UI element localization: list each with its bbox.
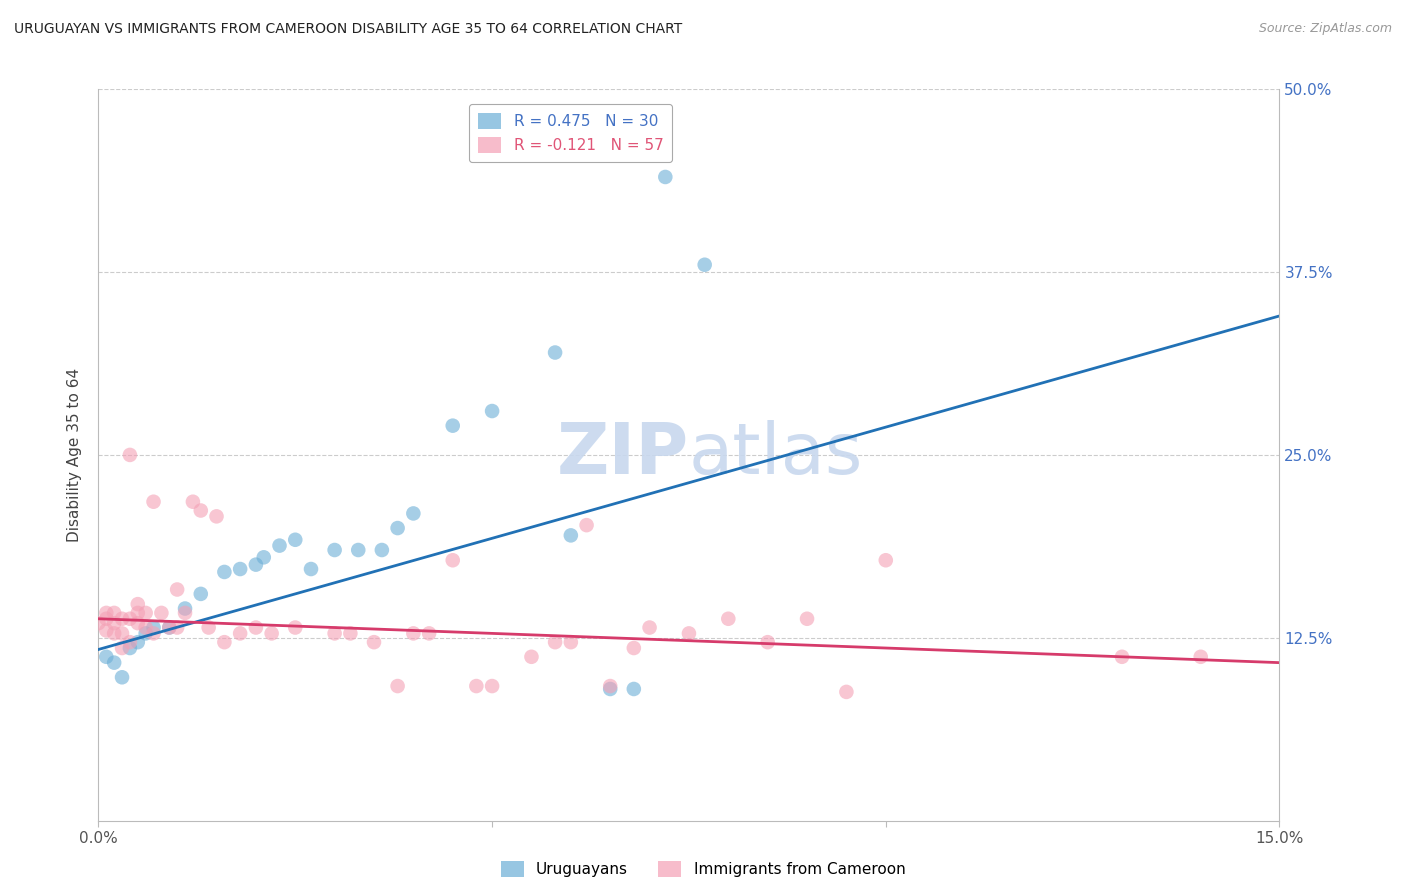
Point	[127, 635, 149, 649]
Point	[560, 635, 582, 649]
Point	[260, 626, 283, 640]
Text: URUGUAYAN VS IMMIGRANTS FROM CAMEROON DISABILITY AGE 35 TO 64 CORRELATION CHART: URUGUAYAN VS IMMIGRANTS FROM CAMEROON DI…	[14, 22, 682, 37]
Text: atlas: atlas	[689, 420, 863, 490]
Point	[150, 606, 173, 620]
Point	[229, 626, 252, 640]
Point	[363, 635, 385, 649]
Point	[371, 543, 394, 558]
Point	[441, 418, 464, 433]
Point	[638, 621, 661, 635]
Point	[118, 635, 141, 649]
Point	[127, 606, 149, 620]
Point	[103, 606, 125, 620]
Point	[481, 404, 503, 418]
Point	[560, 528, 582, 542]
Legend: Uruguayans, Immigrants from Cameroon: Uruguayans, Immigrants from Cameroon	[495, 855, 911, 883]
Legend: R = 0.475   N = 30, R = -0.121   N = 57: R = 0.475 N = 30, R = -0.121 N = 57	[470, 104, 672, 162]
Point	[229, 562, 252, 576]
Point	[481, 679, 503, 693]
Point	[135, 606, 157, 620]
Point	[465, 679, 488, 693]
Point	[323, 543, 346, 558]
Text: Source: ZipAtlas.com: Source: ZipAtlas.com	[1258, 22, 1392, 36]
Point	[253, 550, 276, 565]
Point	[96, 624, 118, 638]
Point	[96, 606, 118, 620]
Point	[214, 565, 236, 579]
Point	[174, 606, 197, 620]
Point	[756, 635, 779, 649]
Point	[717, 612, 740, 626]
Point	[678, 626, 700, 640]
Point	[135, 626, 157, 640]
Point	[693, 258, 716, 272]
Point	[111, 626, 134, 640]
Point	[96, 612, 118, 626]
Point	[111, 612, 134, 626]
Point	[245, 558, 267, 572]
Point	[174, 601, 197, 615]
Point	[387, 679, 409, 693]
Point	[111, 640, 134, 655]
Point	[157, 621, 180, 635]
Point	[402, 507, 425, 521]
Point	[190, 587, 212, 601]
Point	[118, 612, 141, 626]
Point	[299, 562, 322, 576]
Point	[339, 626, 361, 640]
Point	[284, 621, 307, 635]
Y-axis label: Disability Age 35 to 64: Disability Age 35 to 64	[67, 368, 83, 542]
Point	[214, 635, 236, 649]
Point	[599, 681, 621, 696]
Point	[245, 621, 267, 635]
Point	[190, 503, 212, 517]
Point	[103, 626, 125, 640]
Point	[418, 626, 440, 640]
Point	[142, 621, 165, 635]
Point	[118, 448, 141, 462]
Point	[205, 509, 228, 524]
Point	[157, 621, 180, 635]
Point	[875, 553, 897, 567]
Point	[87, 616, 110, 631]
Point	[1189, 649, 1212, 664]
Point	[135, 621, 157, 635]
Point	[387, 521, 409, 535]
Point	[127, 616, 149, 631]
Point	[181, 494, 204, 508]
Point	[284, 533, 307, 547]
Point	[441, 553, 464, 567]
Point	[142, 626, 165, 640]
Point	[166, 621, 188, 635]
Point	[103, 656, 125, 670]
Text: ZIP: ZIP	[557, 420, 689, 490]
Point	[347, 543, 370, 558]
Point	[402, 626, 425, 640]
Point	[166, 582, 188, 597]
Point	[796, 612, 818, 626]
Point	[599, 679, 621, 693]
Point	[623, 681, 645, 696]
Point	[544, 345, 567, 359]
Point	[197, 621, 219, 635]
Point	[654, 169, 676, 184]
Point	[520, 649, 543, 664]
Point	[575, 518, 598, 533]
Point	[142, 494, 165, 508]
Point	[96, 649, 118, 664]
Point	[544, 635, 567, 649]
Point	[323, 626, 346, 640]
Point	[1111, 649, 1133, 664]
Point	[269, 539, 291, 553]
Point	[118, 640, 141, 655]
Point	[103, 616, 125, 631]
Point	[835, 685, 858, 699]
Point	[127, 597, 149, 611]
Point	[111, 670, 134, 684]
Point	[623, 640, 645, 655]
